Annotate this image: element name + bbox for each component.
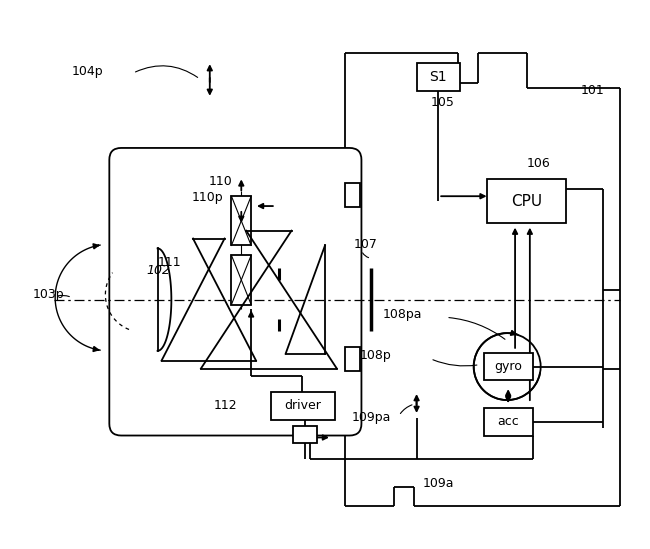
Text: 106: 106 bbox=[527, 157, 551, 170]
FancyBboxPatch shape bbox=[109, 148, 361, 435]
Text: S1: S1 bbox=[430, 70, 447, 84]
Text: 109pa: 109pa bbox=[352, 411, 391, 424]
Bar bbox=[344, 347, 361, 371]
Bar bbox=[484, 353, 533, 380]
Bar bbox=[271, 392, 335, 420]
Text: 101: 101 bbox=[581, 85, 604, 97]
Text: gyro: gyro bbox=[494, 360, 522, 373]
Bar bbox=[484, 408, 533, 435]
Bar bbox=[231, 196, 251, 245]
Bar bbox=[488, 180, 566, 223]
Text: 112: 112 bbox=[214, 400, 237, 412]
Text: 103p: 103p bbox=[32, 288, 64, 301]
Text: 107: 107 bbox=[354, 238, 378, 251]
Text: 108p: 108p bbox=[359, 349, 391, 362]
Text: 109a: 109a bbox=[422, 477, 454, 490]
Text: driver: driver bbox=[284, 400, 321, 412]
Text: 104p: 104p bbox=[72, 65, 103, 77]
Text: 110: 110 bbox=[209, 175, 233, 188]
Text: CPU: CPU bbox=[512, 194, 543, 209]
Text: 110p: 110p bbox=[192, 191, 224, 204]
Bar bbox=[231, 255, 251, 305]
Text: 111: 111 bbox=[157, 256, 181, 268]
Text: 108pa: 108pa bbox=[383, 308, 422, 321]
Bar bbox=[294, 425, 317, 444]
Text: 102: 102 bbox=[147, 264, 171, 277]
Bar bbox=[417, 63, 460, 91]
Text: acc: acc bbox=[497, 415, 519, 428]
Text: 105: 105 bbox=[430, 96, 454, 109]
Bar bbox=[344, 183, 361, 207]
